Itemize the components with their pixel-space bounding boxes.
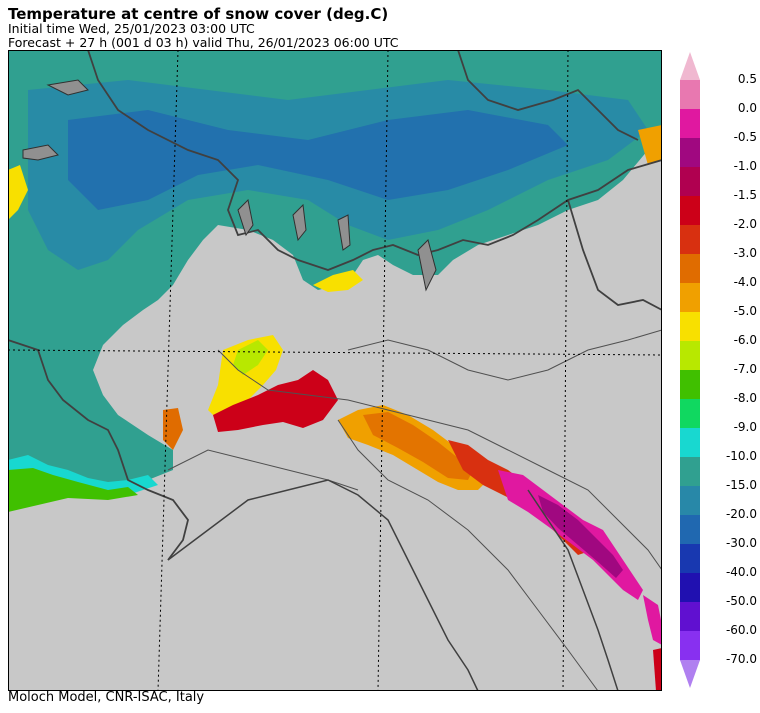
legend-label: -7.0: [733, 362, 757, 376]
map-frame: [8, 50, 662, 691]
legend-label: -40.0: [725, 565, 757, 579]
legend-label: -70.0: [725, 652, 757, 666]
legend-swatch: [680, 631, 700, 661]
legend-label: -2.0: [733, 217, 757, 231]
prealps-snow-patch: [313, 270, 363, 292]
alpine-deep-core: [68, 110, 568, 210]
legend-swatch: [680, 515, 700, 545]
legend-swatch: [680, 138, 700, 168]
ligurian-snow-red: [213, 370, 338, 432]
legend-swatch: [680, 254, 700, 284]
legend-swatch: [680, 370, 700, 400]
legend-swatch: [680, 341, 700, 371]
legend-swatch: [680, 312, 700, 342]
legend-label: -60.0: [725, 623, 757, 637]
coastline: [167, 479, 619, 691]
snow-temperature-map: [8, 50, 662, 691]
northeast-fringe: [638, 125, 662, 165]
model-credit: Moloch Model, CNR-ISAC, Italy: [8, 690, 205, 705]
legend-label: -1.0: [733, 159, 757, 173]
apennine-snow-darkorange: [363, 412, 473, 480]
graticule: [8, 50, 662, 691]
region-borders: [167, 329, 662, 691]
ligurian-snow-green: [233, 340, 268, 375]
legend-swatch: [680, 196, 700, 226]
legend-swatch: [680, 602, 700, 632]
color-legend: [680, 52, 700, 688]
green-fringe: [8, 468, 138, 512]
legend-over-triangle: [680, 52, 700, 80]
legend-swatch: [680, 428, 700, 458]
initial-time: Initial time Wed, 25/01/2023 03:00 UTC: [8, 21, 255, 36]
western-alps-snow: [8, 350, 128, 495]
southern-apennine-magenta: [643, 595, 662, 645]
legend-label: -9.0: [733, 420, 757, 434]
southern-apennine-red: [653, 648, 662, 691]
legend-label: -10.0: [725, 449, 757, 463]
legend-label: -3.0: [733, 246, 757, 260]
legend-label: -6.0: [733, 333, 757, 347]
legend-label: -30.0: [725, 536, 757, 550]
legend-label: -5.0: [733, 304, 757, 318]
lakes: [22, 79, 437, 292]
legend-swatch: [680, 283, 700, 313]
legend-swatch: [680, 109, 700, 139]
legend-label: -20.0: [725, 507, 757, 521]
legend-label: -0.5: [733, 130, 757, 144]
legend-swatches: [680, 52, 700, 688]
legend-swatch: [680, 399, 700, 429]
northwest-fringe: [8, 165, 28, 220]
legend-label: -4.0: [733, 275, 757, 289]
legend-swatch: [680, 167, 700, 197]
legend-label: 0.0: [737, 101, 757, 115]
map-title: Temperature at centre of snow cover (deg…: [8, 5, 389, 23]
legend-swatch: [680, 544, 700, 574]
forecast-time: Forecast + 27 h (001 d 03 h) valid Thu, …: [8, 35, 399, 50]
legend-label: -1.5: [733, 188, 757, 202]
legend-label: 0.5: [737, 72, 757, 86]
ligurian-snow-yellow: [208, 335, 283, 420]
legend-swatch: [680, 573, 700, 603]
legend-swatch: [680, 80, 700, 110]
legend-label: -50.0: [725, 594, 757, 608]
legend-under-triangle: [680, 660, 700, 688]
western-apennine-patch: [163, 408, 183, 450]
country-borders: [8, 50, 662, 561]
legend-swatch: [680, 225, 700, 255]
legend-label: -15.0: [725, 478, 757, 492]
legend-swatch: [680, 457, 700, 487]
legend-label: -8.0: [733, 391, 757, 405]
central-apennine-purple: [538, 495, 623, 578]
legend-swatch: [680, 486, 700, 516]
